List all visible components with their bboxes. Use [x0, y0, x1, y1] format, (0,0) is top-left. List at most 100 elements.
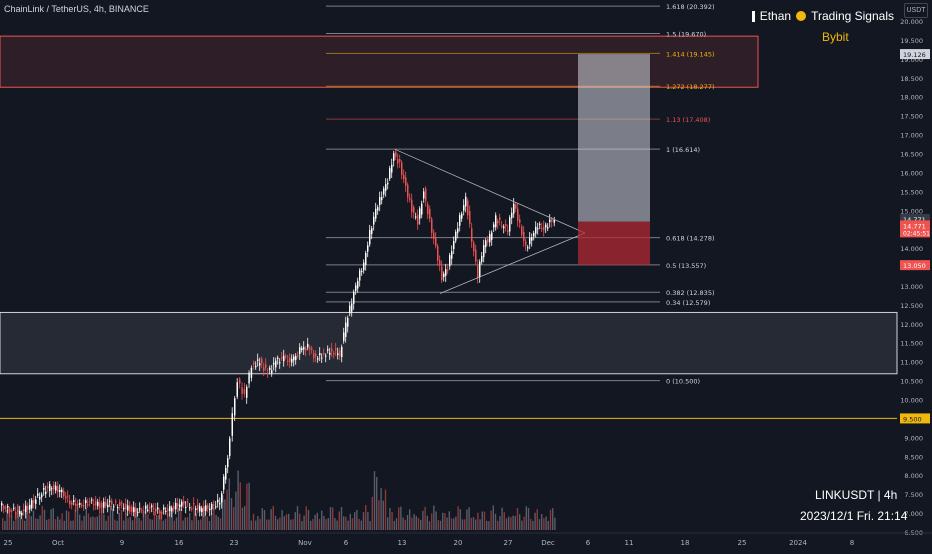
price-label-bg-0 [900, 49, 930, 60]
volume-bar [235, 491, 237, 530]
volume-bar [461, 519, 464, 530]
candle-body [217, 499, 219, 503]
candle-body [447, 269, 449, 271]
volume-bar [81, 520, 83, 530]
volume-bar [382, 500, 384, 530]
volume-bar [195, 513, 197, 530]
volume-bar [450, 518, 453, 530]
candle-body [1, 503, 3, 506]
volume-bar [224, 499, 226, 530]
candle-body [95, 501, 97, 506]
volume-bar [347, 520, 349, 530]
volume-bar [301, 521, 303, 530]
candle-body [355, 285, 357, 291]
candle-body [415, 216, 417, 218]
candle-body [181, 501, 183, 507]
volume-bar [134, 508, 136, 530]
x-tick-label-9: 27 [504, 539, 513, 547]
candle-body [236, 382, 238, 397]
volume-bar [525, 506, 527, 530]
candle-body [397, 159, 399, 164]
candle-body [119, 502, 121, 506]
candle-body [287, 360, 289, 362]
volume-bar [406, 515, 409, 530]
volume-bar [219, 518, 222, 530]
candle-body [327, 349, 329, 351]
candle-body [353, 291, 355, 304]
volume-bar [501, 507, 503, 530]
volume-bar [481, 511, 483, 530]
volume-bar [327, 518, 329, 530]
price-label-4: 9.500 [903, 415, 922, 423]
volume-bar [211, 513, 213, 530]
candle-body [57, 486, 59, 493]
volume-bar [442, 512, 444, 530]
volume-bar [252, 513, 255, 530]
volume-bar [420, 519, 422, 530]
volume-bar [552, 508, 554, 530]
volume-bar [162, 520, 164, 530]
volume-bar [131, 520, 134, 530]
volume-bar [371, 496, 373, 530]
volume-bar [340, 507, 343, 530]
volume-bar [2, 518, 4, 530]
candle-body [131, 506, 133, 513]
candle-body [269, 367, 271, 371]
candle-body [475, 249, 477, 262]
volume-bar [332, 507, 334, 530]
volume-bar [497, 520, 499, 530]
y-tick-label-8: 16.000 [900, 169, 923, 177]
volume-bar [404, 519, 406, 530]
candle-body [31, 500, 33, 509]
volume-bar [477, 512, 479, 530]
candle-body [239, 379, 241, 384]
volume-bar [290, 519, 292, 530]
candle-body [537, 228, 539, 230]
candle-body [153, 508, 155, 510]
candle-body [195, 508, 197, 510]
candle-body [107, 504, 109, 508]
candle-body [505, 223, 507, 226]
candle-body [383, 188, 385, 195]
candle-body [281, 357, 283, 359]
volume-bar [92, 516, 94, 530]
volume-bar [160, 512, 162, 530]
volume-bar [400, 506, 402, 530]
currency-button[interactable]: USDT [904, 3, 928, 18]
volume-bar [323, 515, 325, 530]
candle-body [517, 208, 519, 221]
volume-bar [283, 516, 285, 530]
candle-body [37, 493, 39, 496]
volume-bar [17, 505, 19, 530]
candle-body [409, 197, 411, 200]
volume-bar [123, 520, 125, 530]
volume-bar [349, 513, 351, 530]
volume-bar [378, 500, 380, 530]
candle-body [399, 158, 401, 162]
candle-body [301, 348, 303, 351]
volume-bar [356, 509, 358, 530]
volume-bar [140, 520, 142, 530]
candle-body [271, 370, 273, 374]
candle-body [309, 347, 311, 350]
y-tick-label-19: 10.500 [900, 378, 923, 386]
volume-bar [87, 513, 90, 530]
candle-body [487, 238, 489, 243]
volume-bar [112, 508, 114, 530]
candle-body [417, 214, 419, 225]
candle-body [83, 505, 85, 507]
candle-body [469, 211, 471, 224]
volume-bar [202, 508, 204, 530]
volume-bar [274, 515, 277, 530]
price-label-sub-2: 02:45:51 [903, 230, 930, 237]
candle-body [387, 182, 389, 185]
volume-bar [41, 505, 43, 530]
candle-body [113, 506, 115, 508]
candle-body [67, 495, 69, 497]
volume-bar [105, 520, 107, 530]
volume-bar [158, 515, 160, 530]
candle-body [403, 174, 405, 180]
candle-body [515, 204, 517, 209]
